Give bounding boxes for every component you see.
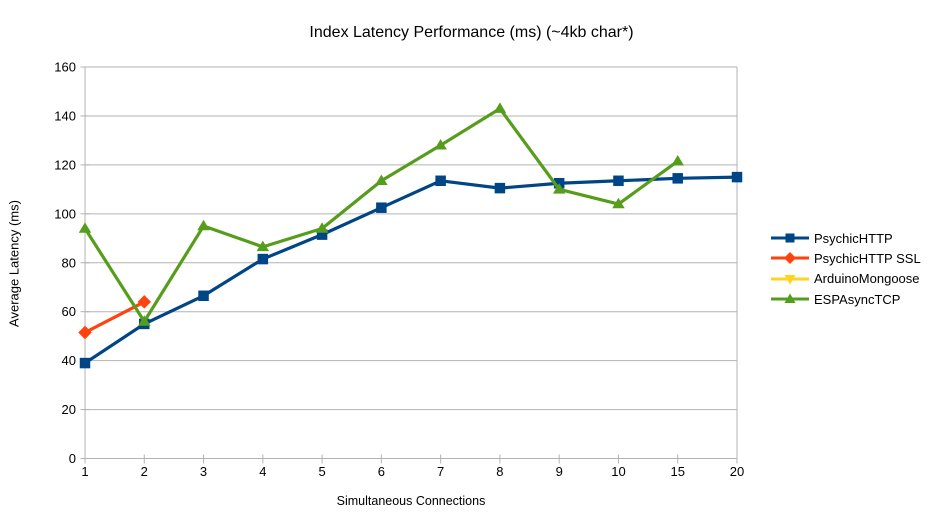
marker-triangle-up — [197, 219, 210, 231]
marker-triangle-up — [493, 102, 507, 113]
marker-diamond — [137, 295, 152, 309]
legend-marker-square — [785, 233, 795, 243]
marker-diamond — [78, 325, 92, 340]
legend-label: ESPAsyncTCP — [814, 291, 901, 307]
legend-label: PsychicHTTP — [814, 230, 893, 246]
series-espasynctcp — [78, 102, 684, 326]
x-axis-title: Simultaneous Connections — [336, 494, 486, 508]
x-tick-label: 1 — [81, 464, 88, 479]
x-tick-label: 4 — [259, 464, 266, 479]
y-tick-label: 140 — [54, 108, 76, 123]
y-tick-label: 40 — [62, 353, 76, 368]
legend-label: ArduinoMongoose — [814, 271, 920, 287]
legend-item-psychichttp: PsychicHTTP — [771, 228, 921, 248]
marker-square — [79, 357, 91, 369]
y-tick-label: 80 — [62, 255, 76, 270]
x-tick-label: 2 — [141, 464, 148, 479]
x-tick-label: 5 — [318, 464, 325, 479]
marker-square — [198, 290, 209, 302]
marker-triangle-up — [552, 183, 566, 194]
marker-square — [316, 229, 328, 240]
marker-square — [672, 173, 683, 184]
x-tick-label: 9 — [556, 464, 563, 479]
y-tick-label: 20 — [62, 402, 76, 417]
legend-marker-triangle-down — [784, 274, 796, 285]
marker-triangle-up — [671, 154, 684, 166]
marker-triangle-up — [138, 315, 151, 326]
y-tick-label: 60 — [62, 304, 76, 319]
marker-square — [435, 175, 446, 187]
legend-marker-diamond — [784, 252, 796, 265]
x-tick-label: 15 — [670, 464, 684, 479]
x-tick-label: 3 — [200, 464, 207, 479]
series-line — [84, 175, 738, 365]
marker-triangle-up — [256, 240, 270, 252]
marker-triangle-up — [375, 174, 388, 186]
x-tick-label: 7 — [437, 464, 444, 479]
x-tick-label: 8 — [496, 464, 503, 479]
x-tick-label: 10 — [611, 464, 625, 479]
legend-item-psychichttp-ssl: PsychicHTTP SSL — [771, 248, 921, 268]
series-psychichttp — [79, 171, 743, 369]
marker-triangle-up — [78, 222, 92, 233]
marker-triangle-up — [612, 197, 625, 209]
legend-label: PsychicHTTP SSL — [814, 250, 921, 266]
chart-title: Index Latency Performance (ms) (~4kb cha… — [309, 24, 634, 41]
marker-square — [257, 253, 269, 265]
marker-square — [613, 175, 624, 187]
marker-square — [376, 202, 387, 213]
legend-key-triangle-down-icon — [771, 274, 809, 285]
legend-key-diamond-icon — [771, 252, 809, 265]
marker-triangle-up — [315, 222, 329, 233]
y-tick-label: 120 — [54, 157, 76, 172]
series-psychichttp-ssl — [78, 295, 152, 340]
series-line — [83, 106, 679, 324]
legend: PsychicHTTP PsychicHTTP SSL ArduinoMongoos… — [771, 228, 921, 309]
marker-triangle-up — [434, 139, 447, 150]
legend-marker-triangle-up — [784, 293, 796, 304]
marker-square — [731, 171, 743, 183]
legend-key-square-icon — [771, 233, 809, 243]
y-tick-label: 160 — [54, 60, 76, 75]
legend-item-arduinomongoose: ArduinoMongoose — [771, 269, 921, 289]
legend-key-triangle-up-icon — [771, 293, 809, 304]
y-tick-label: 0 — [69, 451, 76, 466]
y-tick-label: 100 — [54, 206, 76, 221]
marker-square — [494, 182, 506, 194]
x-tick-label: 6 — [378, 464, 385, 479]
legend-item-espasynctcp: ESPAsyncTCP — [771, 289, 921, 309]
x-tick-label: 20 — [730, 464, 744, 479]
